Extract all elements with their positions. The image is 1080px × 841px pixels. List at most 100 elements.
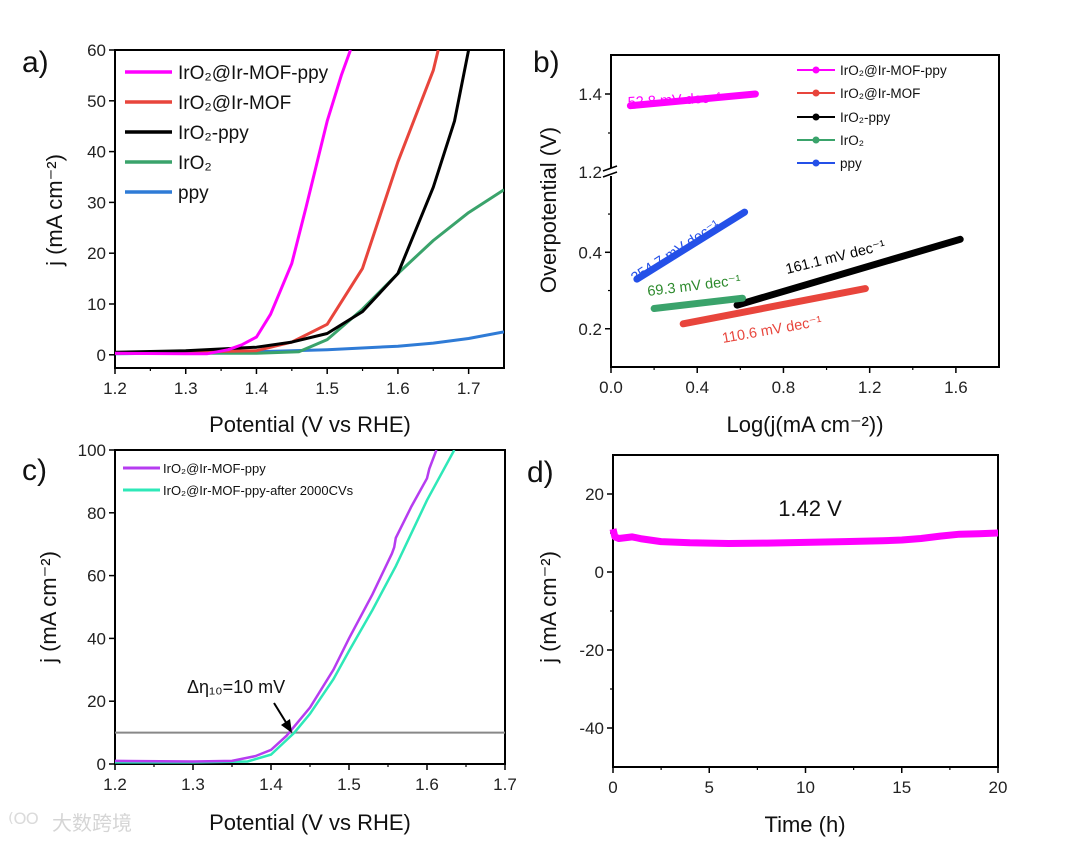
tafel-line-0 xyxy=(626,90,759,110)
chart-panel-a: 1.2 1.3 1.4 1.5 1.6 1.7 0 10 20 30 40 50 60 a) Potenti… xyxy=(22,41,505,437)
legend-label: ppy xyxy=(840,156,862,171)
legend-label: IrO₂@Ir-MOF-ppy xyxy=(178,63,329,84)
legend-label: IrO₂@Ir-MOF-ppy xyxy=(840,63,947,78)
legend-marker xyxy=(812,136,820,144)
x-tick-label: 1.4 xyxy=(259,775,283,794)
y-tick-label: 10 xyxy=(87,295,106,314)
series-line-2 xyxy=(115,50,471,354)
legend-label: IrO₂@Ir-MOF xyxy=(178,93,291,114)
panel-label: a) xyxy=(22,46,49,79)
chart-panel-c: 1.2 1.3 1.4 1.5 1.6 1.7 0 20 40 60 80 100 c) Potentia… xyxy=(22,441,517,835)
y-axis-title: j (mA cm⁻²) xyxy=(536,551,561,664)
x-tick-label: 0.0 xyxy=(599,378,623,397)
y-tick-label: 0.4 xyxy=(578,243,602,262)
tafel-line-3 xyxy=(650,294,746,312)
watermark: ⁽ᴼᴼ 大数跨境 xyxy=(8,809,132,836)
axis-break-mark xyxy=(602,165,618,172)
panel-label: b) xyxy=(533,46,560,79)
plot-frame xyxy=(114,49,505,369)
potential-annotation: 1.42 V xyxy=(778,496,842,521)
y-tick-label: 30 xyxy=(87,193,106,212)
tafel-line-4 xyxy=(633,208,749,283)
x-tick-label: 20 xyxy=(989,778,1008,797)
y-tick-label: 1.4 xyxy=(578,85,602,104)
x-axis-title: Potential (V vs RHE) xyxy=(209,412,411,437)
x-tick-label: 0.8 xyxy=(772,378,796,397)
x-tick-label: 1.3 xyxy=(181,775,205,794)
x-tick-label: 5 xyxy=(705,778,714,797)
x-tick-label: 1.7 xyxy=(457,379,481,398)
legend-label: IrO₂-ppy xyxy=(178,123,249,144)
series-line-1 xyxy=(115,450,456,764)
slope-annotation: 161.1 mV dec⁻¹ xyxy=(784,238,887,278)
legend-label: IrO₂@Ir-MOF xyxy=(840,86,920,101)
x-tick-label: 0.4 xyxy=(685,378,709,397)
legend-label: IrO₂@Ir-MOF-ppy xyxy=(163,461,266,476)
arrow-head-icon xyxy=(281,719,292,733)
delta-eta-annotation: Δη₁₀=10 mV xyxy=(187,677,285,697)
chart-panel-b: 0.0 0.4 0.8 1.2 1.6 0.2 0.4 1.2 1.4 b) Log(j(mA cm… xyxy=(533,46,1000,437)
legend-marker xyxy=(812,159,820,167)
legend-marker xyxy=(812,66,820,74)
legend-marker xyxy=(812,113,820,121)
legend-label: IrO₂-ppy xyxy=(840,110,890,125)
y-tick-label: 60 xyxy=(87,41,106,60)
y-tick-label: 20 xyxy=(585,485,604,504)
x-tick-label: 15 xyxy=(892,778,911,797)
x-tick-label: 1.6 xyxy=(415,775,439,794)
slope-annotation: 52.8 mV dec⁻¹ xyxy=(627,90,722,111)
series-line-0 xyxy=(115,50,352,356)
y-tick-label: 40 xyxy=(87,629,106,648)
panel-label: d) xyxy=(527,456,554,489)
tafel-line-1 xyxy=(679,285,869,328)
y-tick-label: 80 xyxy=(87,504,106,523)
series-line-0 xyxy=(115,450,438,763)
legend-label: IrO₂@Ir-MOF-ppy-after 2000CVs xyxy=(163,483,354,498)
legend-marker xyxy=(812,89,820,97)
x-tick-label: 1.2 xyxy=(103,379,127,398)
series-line-3 xyxy=(115,188,504,355)
y-tick-label: -40 xyxy=(579,719,604,738)
y-axis-title: j (mA cm⁻²) xyxy=(36,551,61,664)
watermark-text: 大数跨境 xyxy=(52,812,132,835)
x-tick-label: 1.7 xyxy=(493,775,517,794)
x-tick-label: 1.6 xyxy=(386,379,410,398)
x-tick-label: 1.3 xyxy=(174,379,198,398)
x-tick-label: 1.4 xyxy=(245,379,269,398)
arrow-shaft xyxy=(273,702,288,725)
y-tick-label: 0 xyxy=(97,346,106,365)
x-axis-title: Log(j(mA cm⁻²)) xyxy=(726,412,883,437)
y-axis-title: Overpotential (V) xyxy=(536,127,561,293)
legend-label: IrO₂ xyxy=(178,153,212,174)
watermark-logo-icon: ⁽ᴼᴼ xyxy=(8,809,38,836)
series-line-0 xyxy=(609,528,999,547)
y-tick-label: 20 xyxy=(87,692,106,711)
legend-label: ppy xyxy=(178,183,209,204)
y-tick-label: 60 xyxy=(87,567,106,586)
x-axis-title: Potential (V vs RHE) xyxy=(209,810,411,835)
panel-label: c) xyxy=(22,454,47,487)
x-tick-label: 1.5 xyxy=(337,775,361,794)
x-tick-label: 1.6 xyxy=(944,378,968,397)
x-axis-title: Time (h) xyxy=(764,812,845,837)
y-tick-label: -20 xyxy=(579,641,604,660)
y-tick-label: 0 xyxy=(595,563,604,582)
tafel-line-2 xyxy=(733,235,964,309)
y-axis-title: j (mA cm⁻²) xyxy=(42,154,67,267)
axis-break-gap xyxy=(603,168,617,176)
x-tick-label: 10 xyxy=(796,778,815,797)
x-tick-label: 1.2 xyxy=(858,378,882,397)
y-tick-label: 50 xyxy=(87,92,106,111)
y-tick-label: 40 xyxy=(87,143,106,162)
axis-break-mark xyxy=(602,171,618,178)
y-tick-label: 0 xyxy=(97,755,106,774)
x-tick-label: 1.5 xyxy=(315,379,339,398)
y-tick-label: 1.2 xyxy=(578,163,602,182)
y-tick-label: 0.2 xyxy=(578,320,602,339)
x-tick-label: 1.2 xyxy=(103,775,127,794)
x-tick-label: 0 xyxy=(608,778,617,797)
chart-panel-d: 0 5 10 15 20 -40 -20 0 20 d) Time (h) j (mA cm⁻²) 1.… xyxy=(527,454,1008,837)
plot-frame xyxy=(610,54,1000,368)
legend-label: IrO₂ xyxy=(840,133,864,148)
